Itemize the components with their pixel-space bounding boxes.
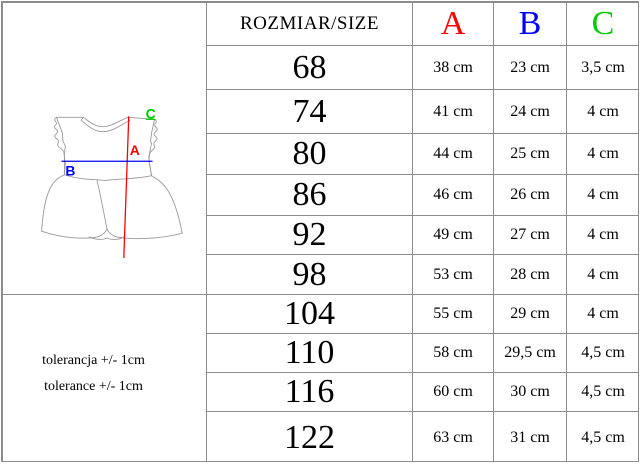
svg-text:A: A <box>130 141 140 157</box>
svg-text:B: B <box>65 162 75 178</box>
svg-text:C: C <box>146 105 156 121</box>
